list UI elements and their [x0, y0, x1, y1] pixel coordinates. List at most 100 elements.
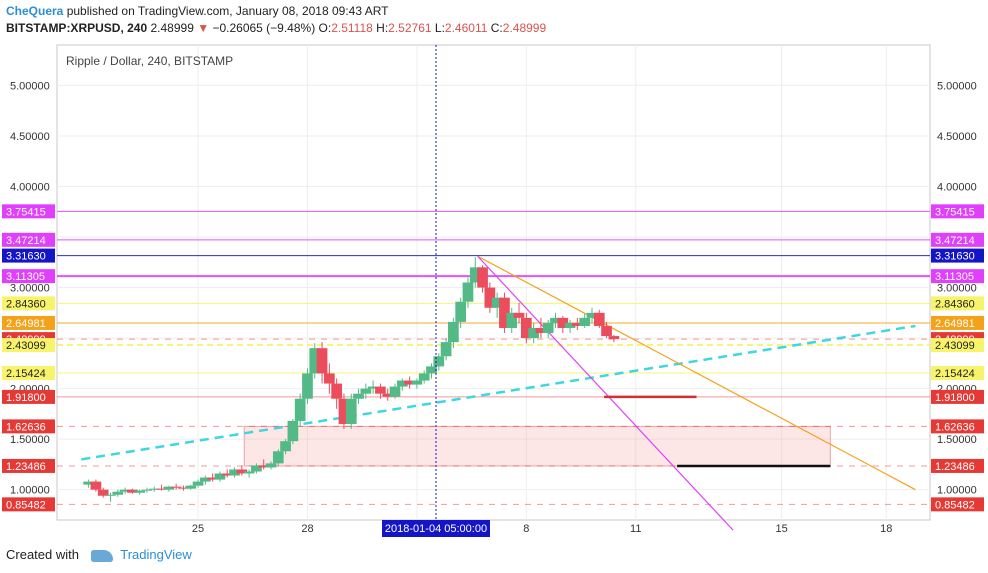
candle-body — [90, 481, 102, 490]
candle — [112, 489, 124, 497]
candle-body — [513, 312, 525, 318]
candle-body — [477, 267, 488, 288]
candle — [535, 317, 547, 339]
price-badge-bg — [931, 269, 984, 284]
low-label: L: — [434, 21, 445, 35]
candle — [156, 484, 167, 491]
candle — [542, 319, 554, 339]
price-badge-right: 2.15424 — [931, 366, 984, 381]
candle-body — [229, 469, 240, 476]
y-tick-label-left: 1.50000 — [10, 434, 50, 446]
price-badge-bg — [931, 315, 984, 330]
crosshair-time-badge-bg — [382, 520, 490, 537]
open-label: O: — [318, 21, 332, 35]
author-name[interactable]: CheQuera — [6, 4, 64, 18]
price-badge-bg — [2, 338, 55, 353]
price-badge-bg — [2, 366, 55, 381]
candle-body — [572, 322, 583, 326]
x-tick-label: 25 — [192, 523, 204, 535]
price-badge-bg — [931, 232, 984, 247]
candle-body — [396, 380, 408, 387]
price-badge-bg — [2, 248, 55, 263]
candle-body — [353, 393, 364, 399]
candle — [134, 489, 146, 495]
price-badge-bg — [2, 497, 55, 512]
y-tick-label-right: 5.00000 — [937, 80, 977, 92]
candle — [229, 467, 240, 478]
price-badge-label: 0.85482 — [6, 499, 46, 511]
tradingview-brand-link[interactable]: TradingView — [120, 547, 192, 562]
y-tick-label-left: 5.00000 — [10, 80, 50, 92]
candle-body — [528, 327, 539, 339]
level-lines — [57, 210, 930, 505]
candle — [367, 380, 379, 394]
crosshair-time-label: 2018-01-04 05:00:00 — [385, 523, 487, 535]
candle-body — [367, 386, 379, 389]
candle — [440, 338, 452, 361]
candle — [389, 383, 401, 399]
high-value: 2.52761 — [388, 21, 432, 35]
price-badge-label: 3.47214 — [935, 235, 975, 247]
candle — [520, 312, 532, 344]
candle-body — [418, 373, 430, 381]
candle-body — [382, 393, 394, 397]
price-badge-left: 2.15424 — [2, 366, 55, 381]
candle — [97, 487, 109, 498]
candle-body — [601, 325, 612, 337]
price-badge-label: 3.75415 — [935, 206, 975, 218]
close-value: 2.48999 — [502, 21, 547, 35]
x-tick-label: 15 — [776, 523, 788, 535]
candle — [178, 485, 189, 491]
candle-body — [265, 463, 277, 468]
candle — [572, 317, 583, 330]
price-badge-bg — [2, 419, 55, 434]
candle — [455, 297, 467, 328]
price-badge-bg — [931, 248, 984, 263]
candle — [426, 363, 437, 379]
candle — [411, 378, 423, 389]
price-badge-label: 3.75415 — [6, 206, 46, 218]
candle — [287, 418, 299, 445]
candle-body — [506, 312, 518, 328]
candle — [127, 488, 138, 494]
candle-body — [119, 489, 131, 492]
candle — [316, 342, 328, 384]
candle-body — [141, 489, 153, 491]
candle — [484, 282, 496, 313]
price-badge-label: 2.15424 — [6, 368, 46, 380]
price-badge-bg — [931, 366, 984, 381]
orange-downtrend — [477, 255, 916, 491]
price-badge-bg — [2, 458, 55, 473]
candle-body — [579, 317, 591, 326]
candle-body — [178, 487, 189, 489]
publish-info: CheQuera published on TradingView.com, J… — [6, 4, 388, 18]
price-change: −0.26065 (−9.48%) — [212, 21, 316, 35]
candle — [258, 459, 270, 470]
y-tick-label-right: 1.50000 — [937, 434, 977, 446]
candle-body — [302, 373, 313, 399]
price-badge-label: 1.62636 — [935, 421, 975, 433]
candle-body — [294, 398, 306, 421]
candle-body — [557, 317, 569, 328]
price-badge-left: 0.85482 — [2, 497, 55, 512]
y-tick-label-right: 3.00000 — [937, 283, 977, 295]
candle-body — [185, 485, 197, 489]
candle — [477, 265, 488, 293]
candle — [199, 475, 211, 485]
zone-layer — [243, 425, 831, 467]
price-badge-right: 1.62636 — [931, 419, 984, 434]
price-badge-right: 1.23486 — [931, 458, 984, 473]
candle-body — [484, 287, 496, 308]
candle-body — [287, 420, 299, 442]
candle-body — [426, 366, 437, 374]
candle — [163, 485, 175, 492]
price-badge-label: 3.11305 — [935, 271, 974, 283]
candle — [214, 471, 226, 482]
candle — [170, 483, 182, 490]
price-badge-label: 3.11305 — [6, 271, 45, 283]
candle — [382, 388, 394, 401]
y-tick-label-left: 1.00000 — [10, 485, 50, 497]
candle-body — [156, 488, 167, 490]
price-badge-left: 1.91800 — [2, 389, 55, 404]
